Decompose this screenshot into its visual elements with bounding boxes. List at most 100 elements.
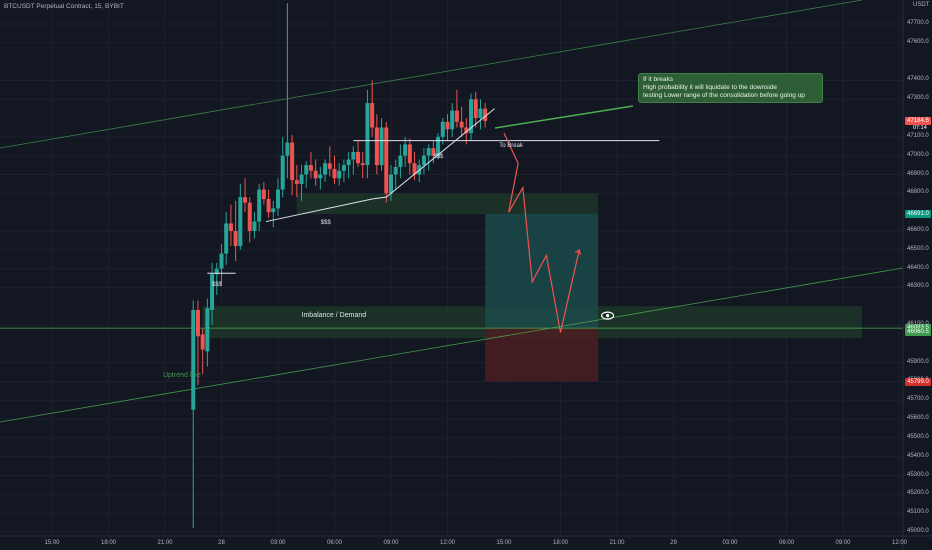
price-tick-label: 46300.0 [907, 283, 929, 290]
time-tick-label: 06:00 [326, 540, 342, 546]
time-tick-label: 28 [218, 540, 225, 546]
time-tick-label: 06:00 [778, 540, 794, 546]
projected-path-arrow [574, 248, 581, 255]
candle-body [360, 163, 365, 166]
candle-body [214, 268, 219, 275]
candle-body [445, 121, 450, 130]
equal-lows-line [265, 198, 373, 223]
stop-zone [485, 328, 599, 382]
uptrend-line [0, 267, 904, 423]
candle-body [271, 208, 276, 213]
candle-body [290, 142, 295, 181]
time-tick-label: 18:00 [552, 540, 568, 546]
price-tick-label: 46800.0 [907, 189, 929, 196]
candle-body [384, 127, 389, 194]
price-tick-label: 47000.0 [907, 151, 929, 158]
time-tick-label: 15:00 [44, 540, 60, 546]
price-tag: 46083.5 [905, 324, 931, 333]
candle-body [374, 127, 379, 166]
candle-body [379, 127, 384, 166]
symbol-header[interactable]: BTCUSDT Perpetual Contract, 15, BYBIT [4, 3, 124, 10]
current-price-tag: 47184.5 [905, 116, 931, 125]
candle-body [219, 253, 224, 269]
candle-body [341, 165, 346, 171]
candle-body [337, 170, 342, 179]
price-tick-label: 46400.0 [907, 264, 929, 271]
candle-body [403, 144, 408, 156]
price-tick-label: 47700.0 [907, 20, 929, 26]
trendlines [0, 0, 904, 423]
projected-path [503, 132, 580, 333]
price-tick-label: 45900.0 [907, 358, 929, 365]
candle-body [450, 110, 455, 130]
time-tick-label: 21:00 [609, 540, 625, 546]
price-tick-label: 47100.0 [907, 132, 929, 139]
liquidity-label: $$$ [212, 281, 223, 288]
note-line: If it breaks [643, 76, 673, 83]
trend-liquidity-line [372, 108, 495, 200]
candle-body [327, 163, 332, 169]
eye-icon [600, 311, 615, 320]
candle-body [431, 148, 436, 156]
demand-zone-label: Imbalance / Demand [301, 311, 367, 319]
candle-body [200, 334, 205, 350]
candle-body [365, 103, 370, 166]
candle-body [195, 309, 200, 337]
time-tick-label: 12:00 [891, 540, 907, 546]
price-tick-label: 46100.0 [907, 321, 929, 327]
price-tick-label: 46600.0 [907, 226, 929, 233]
liquidity-zone [296, 193, 599, 215]
candle-body [247, 202, 252, 231]
candle-body [280, 155, 285, 190]
price-tick-label: 45200.0 [907, 490, 929, 497]
price-tick-label: 45300.0 [907, 471, 929, 478]
candle-body [388, 174, 393, 194]
candle-body [483, 108, 488, 121]
price-tick-label: 46500.0 [907, 245, 929, 252]
candle-body [412, 163, 417, 175]
candle-body [469, 99, 474, 134]
candle-body [459, 121, 464, 128]
note-callout[interactable]: If it breaks High probability it will li… [638, 73, 823, 103]
price-tick-label: 45400.0 [907, 452, 929, 459]
candle-body [238, 197, 243, 247]
eye-icon-pupil [605, 314, 610, 318]
candle-body [478, 108, 483, 119]
price-tick-label: 45100.0 [907, 509, 929, 516]
candle-body [275, 189, 280, 209]
price-tick-label: 45000.0 [907, 528, 929, 534]
candle-body [224, 223, 229, 254]
price-tag: 45799.0 [905, 377, 931, 386]
candle-body [191, 309, 196, 410]
price-tick-label: 45700.0 [907, 396, 929, 403]
candle-body [266, 198, 271, 213]
note-line: testing Lower range of the consolidation… [643, 92, 805, 99]
uptrend-label: Uptrend line [162, 372, 201, 380]
candle-body [356, 151, 361, 164]
candle-body [205, 308, 210, 352]
candle-body [294, 180, 299, 184]
candle-body [299, 174, 304, 184]
candle-body [313, 170, 318, 179]
channel-top-line [0, 0, 863, 149]
candle-body [233, 230, 238, 247]
candle-body [346, 159, 351, 166]
candle-body [473, 99, 478, 119]
candle-body [398, 155, 403, 167]
time-tick-label: 18:00 [100, 540, 116, 546]
time-tick-label: 03:00 [722, 540, 738, 546]
price-tag: 46060.5 [905, 328, 931, 337]
price-tag: 46691.0 [905, 209, 931, 218]
candle-body [210, 274, 215, 310]
candle-body [464, 127, 469, 134]
drawings [207, 108, 660, 333]
candles [191, 3, 488, 529]
candle-body [454, 110, 459, 122]
candle-body [285, 142, 290, 156]
candle-body [351, 151, 356, 160]
candle-body [436, 136, 441, 156]
candle-body [228, 223, 233, 231]
price-tick-label: 45600.0 [907, 415, 929, 422]
